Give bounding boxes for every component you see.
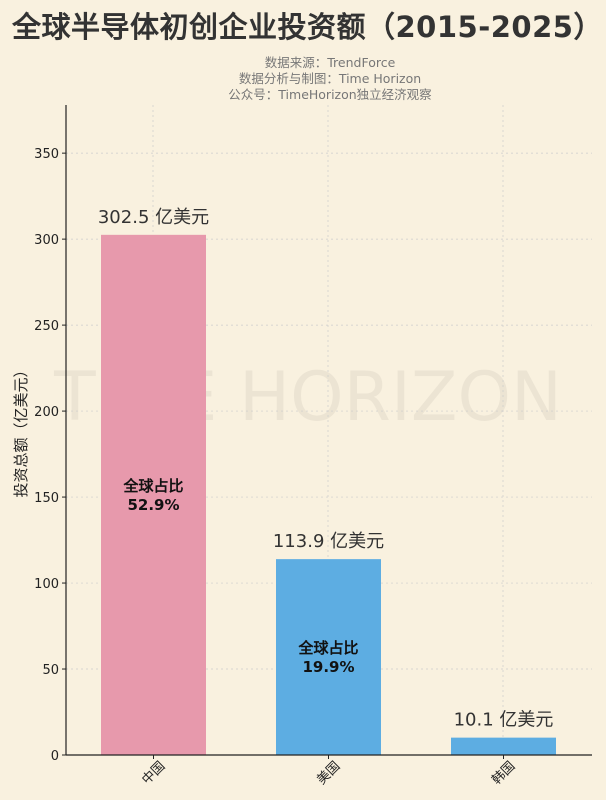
- share-label: 全球占比: [122, 477, 183, 495]
- data-label: 113.9 亿美元: [273, 531, 384, 552]
- share-label: 全球占比: [297, 639, 358, 657]
- y-tick-label: 250: [34, 319, 59, 334]
- bar-0: [101, 234, 206, 755]
- subtitle-source: 数据来源：TrendForce: [264, 55, 396, 70]
- data-label: 302.5 亿美元: [98, 207, 209, 228]
- y-tick-label: 0: [51, 749, 59, 764]
- y-tick-label: 50: [42, 663, 59, 678]
- y-tick-label: 200: [34, 405, 59, 420]
- share-value: 52.9%: [127, 496, 179, 514]
- chart-title: 全球半导体初创企业投资额（2015-2025）: [12, 10, 603, 44]
- subtitle-account: 公众号：TimeHorizon独立经济观察: [228, 87, 432, 102]
- y-tick-label: 150: [34, 491, 59, 506]
- data-label: 10.1 亿美元: [454, 710, 554, 731]
- y-tick-label: 100: [34, 577, 59, 592]
- y-tick-label: 300: [34, 233, 59, 248]
- x-tick-label: 中国: [139, 759, 168, 788]
- subtitle-analysis: 数据分析与制图：Time Horizon: [238, 71, 422, 86]
- share-value: 19.9%: [302, 658, 354, 676]
- y-tick-label: 350: [34, 147, 59, 162]
- bar-2: [451, 737, 556, 755]
- x-tick-label: 美国: [314, 759, 343, 788]
- bar-1: [276, 559, 381, 755]
- y-axis-label: 投资总额（亿美元）: [12, 362, 30, 497]
- x-tick-label: 韩国: [489, 759, 518, 788]
